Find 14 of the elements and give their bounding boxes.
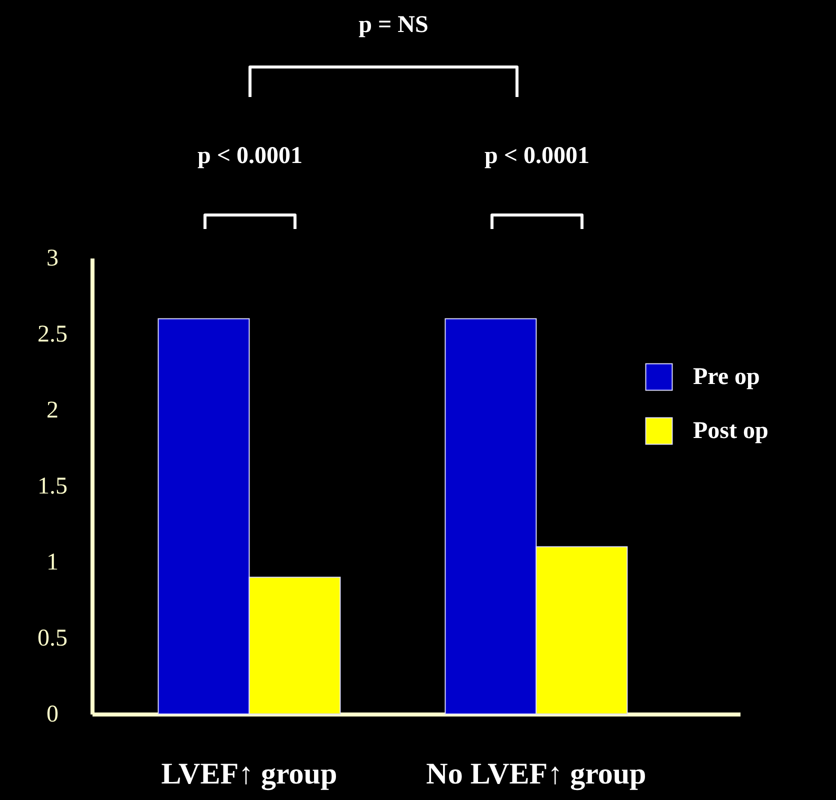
y-tick-label: 1.5 [38,474,68,500]
text: p = NS [358,12,428,39]
legend-label: Post op [693,418,768,444]
y-tick-label: 0 [46,702,58,728]
y-tick-label: 2 [46,398,58,424]
legend-label: Pre op [693,364,760,390]
y-tick-label: 3 [46,246,58,272]
x-tick-label: No LVEF↑ group [426,758,646,790]
y-tick-label: 1 [46,550,58,576]
text: p < 0.0001 [197,143,303,170]
y-tick-label: 0.5 [38,626,68,652]
y-tick-label: 2.5 [38,322,68,348]
x-tick-label: LVEF↑ group [161,758,338,790]
text: p < 0.0001 [484,143,590,170]
